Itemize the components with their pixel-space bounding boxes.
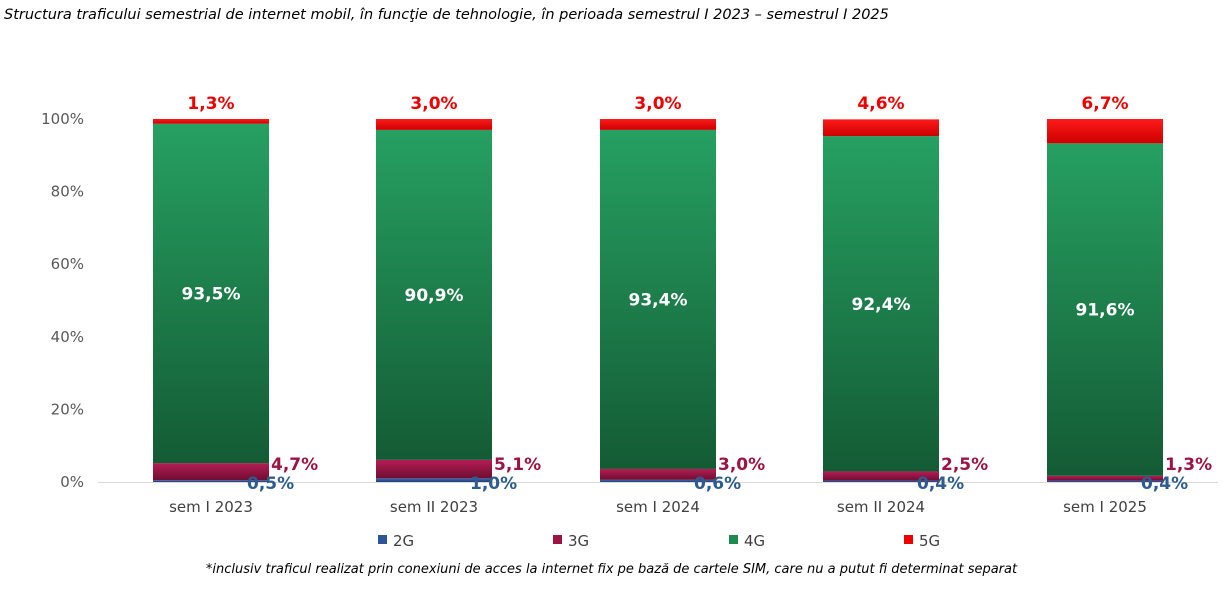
bar-3g-segment [1047, 475, 1163, 481]
data-label-3g: 1,3% [1165, 455, 1212, 475]
data-label-2g: 0,4% [1141, 474, 1188, 494]
data-label-3g: 4,7% [271, 455, 318, 475]
data-label-4g: 90,9% [405, 286, 464, 306]
data-labels: 0,5%4,7%93,5%1,3%1,0%5,1%90,9%3,0%0,6%3,… [182, 94, 1213, 494]
y-tick-label: 100% [41, 110, 84, 128]
x-tick-label: sem I 2025 [1063, 498, 1147, 516]
data-label-3g: 3,0% [718, 455, 765, 475]
data-label-4g: 91,6% [1076, 301, 1135, 321]
data-label-5g: 3,0% [634, 94, 681, 114]
bar-3g-segment [600, 468, 716, 480]
legend-label-5g: 5G [919, 532, 940, 550]
legend: 2G 3G 4G 5G [378, 532, 940, 550]
data-label-5g: 1,3% [187, 94, 234, 114]
bar-4g-segment [1047, 143, 1163, 476]
y-tick-label: 60% [51, 255, 84, 273]
y-tick-label: 40% [51, 328, 84, 346]
legend-label-3g: 3G [568, 532, 589, 550]
data-label-2g: 0,5% [247, 474, 294, 494]
y-tick-label: 20% [51, 400, 84, 418]
bar-3g-segment [376, 459, 492, 479]
x-axis: sem I 2023 sem II 2023 sem I 2024 sem II 20… [169, 498, 1147, 516]
bar-4g-segment [600, 129, 716, 469]
footnote: *inclusiv traficul realizat prin conexiu… [205, 562, 1018, 577]
bar-2g-segment [153, 480, 269, 482]
chart-title: Structura traficului semestrial de inter… [4, 7, 889, 23]
data-label-5g: 6,7% [1081, 94, 1128, 114]
bar-3g-segment [823, 471, 939, 481]
bar-5g-segment [823, 119, 939, 137]
legend-label-4g: 4G [744, 532, 765, 550]
legend-label-2g: 2G [393, 532, 414, 550]
data-label-2g: 1,0% [470, 474, 517, 494]
bar-2g-segment [600, 479, 716, 482]
legend-swatch-5g [904, 535, 913, 544]
bar-2g-segment [1047, 480, 1163, 482]
data-label-2g: 0,6% [694, 474, 741, 494]
bar-4g-segment [153, 123, 269, 464]
x-tick-label: sem II 2024 [837, 498, 925, 516]
data-label-4g: 93,5% [182, 284, 241, 304]
data-label-2g: 0,4% [917, 474, 964, 494]
x-tick-label: sem I 2024 [616, 498, 700, 516]
bar-5g-segment [376, 119, 492, 130]
legend-swatch-4g [729, 535, 738, 544]
y-axis: 0% 20% 40% 60% 80% 100% [41, 110, 1218, 491]
bar-2g-segment [823, 480, 939, 482]
data-label-4g: 93,4% [629, 290, 688, 310]
data-label-5g: 3,0% [410, 94, 457, 114]
bar-2g-segment [376, 478, 492, 482]
data-label-5g: 4,6% [857, 94, 904, 114]
legend-swatch-3g [553, 535, 562, 544]
x-tick-label: sem II 2023 [390, 498, 478, 516]
y-tick-label: 0% [60, 473, 84, 491]
bar-3g-segment [153, 463, 269, 481]
bar-5g-segment [1047, 119, 1163, 144]
bar-4g-segment [823, 136, 939, 472]
legend-swatch-2g [378, 535, 387, 544]
bar-5g-segment [153, 119, 269, 124]
bars [153, 119, 1163, 482]
y-tick-label: 80% [51, 183, 84, 201]
x-tick-label: sem I 2023 [169, 498, 253, 516]
bar-4g-segment [376, 129, 492, 460]
data-label-3g: 2,5% [941, 455, 988, 475]
bar-5g-segment [600, 119, 716, 130]
data-label-4g: 92,4% [852, 295, 911, 315]
data-label-3g: 5,1% [494, 455, 541, 475]
